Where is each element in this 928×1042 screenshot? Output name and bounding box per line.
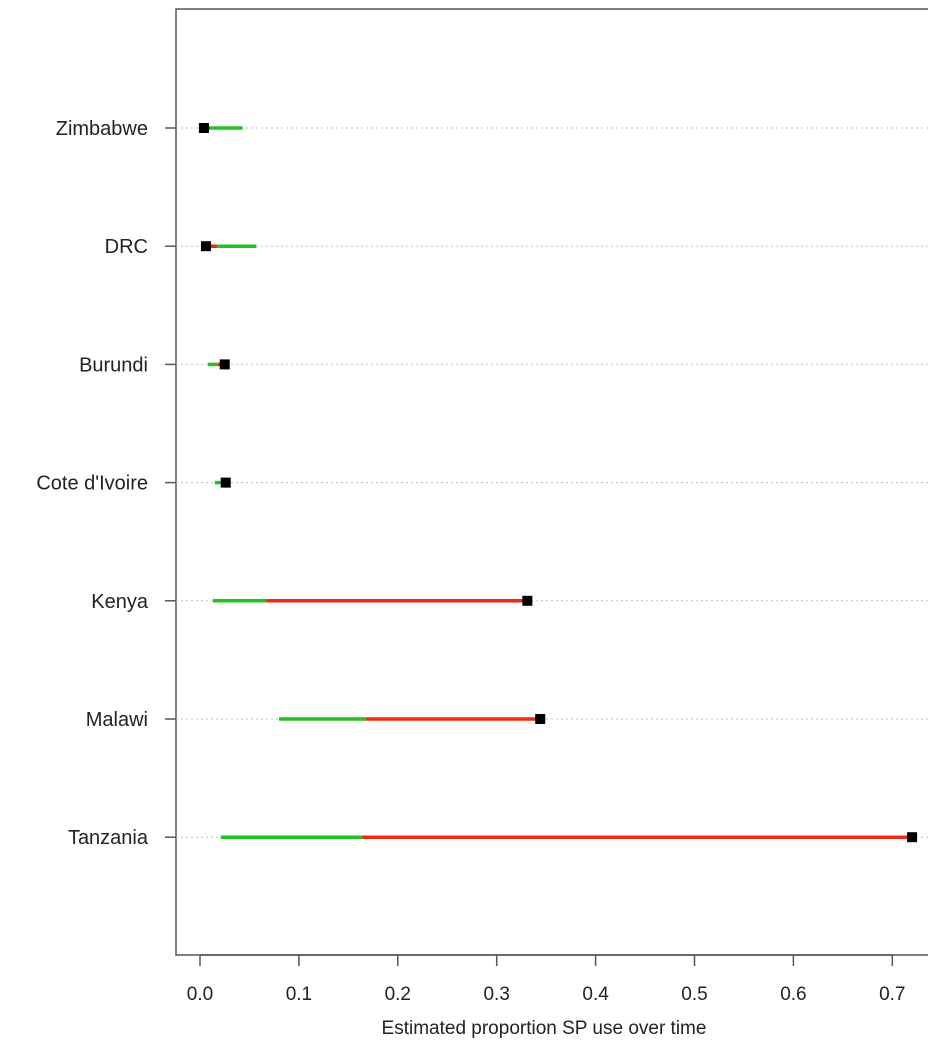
y-tick-label: Zimbabwe [56,118,148,140]
data-point [198,123,209,133]
plot-frame [175,8,928,956]
y-tick-label: DRC [105,236,148,258]
grid-lines [176,127,928,838]
data-point [220,477,231,488]
y-tick-label: Malawi [86,709,148,731]
x-axis-title: Estimated proportion SP use over time [382,1018,707,1039]
y-tick-label: Kenya [91,591,149,613]
x-tick-label: 0.4 [582,984,609,1005]
y-tick-label: Cote d'Ivoire [36,473,148,495]
data-point [907,832,918,843]
y-tick-label: Tanzania [68,827,149,849]
x-axis: 0.0 0.1 0.2 0.3 0.4 0.5 0.6 0.7 [187,954,906,1005]
x-tick-label: 0.6 [780,984,806,1005]
x-tick-label: 0.1 [286,984,312,1005]
x-tick-label: 0.0 [187,984,213,1005]
y-axis: Zimbabwe DRC Burundi Cote d'Ivoire Kenya Mala… [36,118,176,849]
data-point [535,714,546,724]
x-tick-label: 0.7 [879,984,905,1005]
data-point [522,595,533,606]
x-tick-label: 0.3 [483,984,509,1005]
x-tick-label: 0.2 [385,984,411,1005]
series-layer [198,123,918,843]
data-point [219,359,230,370]
data-point [200,241,211,252]
y-tick-label: Burundi [79,354,148,376]
x-tick-label: 0.5 [681,984,707,1005]
